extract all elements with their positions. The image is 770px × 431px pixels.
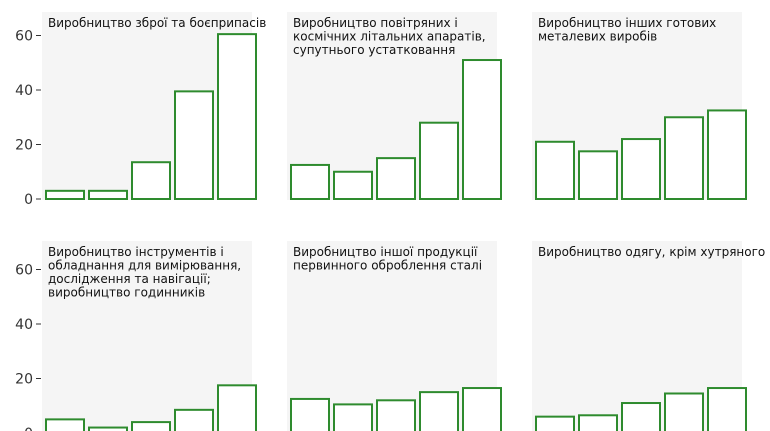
bar-3 <box>376 399 416 431</box>
y-tick-label-40: 40 <box>15 83 33 99</box>
bar-2 <box>333 403 373 431</box>
panel-title-line: супутнього устатковання <box>293 43 455 57</box>
bar-4 <box>419 391 459 431</box>
bar-5 <box>217 384 257 431</box>
panel-title: Виробництво зброї та боєприпасів <box>48 16 266 30</box>
panel-title-line: Виробництво інших готових <box>538 16 716 30</box>
bar-4 <box>664 392 704 431</box>
panel-title: Виробництво інструментів і обладнання для… <box>48 245 241 300</box>
panel-title-line: Виробництво зброї та боєприпасів <box>48 16 266 30</box>
y-tick-label-0: 0 <box>24 426 33 431</box>
bar-1 <box>290 397 330 431</box>
panel-title-line: космічних літальних апаратів, <box>293 30 486 44</box>
bar-5 <box>217 33 257 201</box>
bar-4 <box>419 121 459 200</box>
panel-title: Виробництво іншої продукції первинного об… <box>293 245 482 273</box>
bar-5 <box>707 109 747 200</box>
bar-2 <box>578 414 618 431</box>
bar-2 <box>333 170 373 200</box>
panel-title-line: Виробництво одягу, крім хутряного <box>538 245 765 259</box>
bar-4 <box>664 116 704 200</box>
panel-title: Виробництво інших готових металевих вироб… <box>538 16 716 44</box>
y-tick-label-60: 60 <box>15 29 33 45</box>
panel-2: Виробництво повітряних і космічних літаль… <box>287 12 502 201</box>
y-tick-label-60: 60 <box>15 263 33 279</box>
bar-2 <box>88 426 128 431</box>
bar-3 <box>131 421 171 431</box>
panel-title-line: дослідження та навігації; <box>48 272 211 286</box>
bar-1 <box>45 189 85 200</box>
bar-3 <box>376 157 416 200</box>
y-tick-label-20: 20 <box>15 372 33 388</box>
bar-4 <box>174 90 214 200</box>
panel-title: Виробництво повітряних і космічних літаль… <box>293 16 486 57</box>
bar-1 <box>535 140 575 200</box>
panel-title-line: виробництво годинників <box>48 286 205 300</box>
bar-5 <box>462 59 502 201</box>
bar-4 <box>174 408 214 431</box>
panel-title-line: металевих виробів <box>538 30 657 44</box>
panel-title-line: обладнання для вимірювання, <box>48 259 241 273</box>
bar-1 <box>45 418 85 431</box>
panel-6: Виробництво одягу, крім хутряного <box>532 241 765 431</box>
bar-3 <box>621 402 661 431</box>
y-axis-row-2: 0 20 40 60 <box>15 263 41 431</box>
y-tick-label-20: 20 <box>15 138 33 154</box>
bar-1 <box>290 163 330 200</box>
bar-3 <box>621 138 661 201</box>
bar-1 <box>535 415 575 431</box>
y-tick-label-40: 40 <box>15 317 33 333</box>
bar-2 <box>88 189 128 200</box>
y-axis-row-1: 0 20 40 60 <box>15 29 41 208</box>
panel-4: Виробництво інструментів і обладнання для… <box>42 241 257 431</box>
panel-3: Виробництво інших готових металевих вироб… <box>532 12 747 201</box>
panel-title-line: Виробництво іншої продукції <box>293 245 478 259</box>
bar-5 <box>707 387 747 431</box>
panel-title-line: Виробництво повітряних і <box>293 16 458 30</box>
bar-2 <box>578 150 618 200</box>
panel-title: Виробництво одягу, крім хутряного <box>538 245 765 259</box>
bar-5 <box>462 387 502 431</box>
panel-5: Виробництво іншої продукції первинного об… <box>287 241 502 431</box>
bar-3 <box>131 161 171 200</box>
panel-title-line: первинного оброблення сталі <box>293 259 482 273</box>
y-tick-label-0: 0 <box>24 192 33 208</box>
panel-1: Виробництво зброї та боєприпасів <box>42 12 266 201</box>
panel-title-line: Виробництво інструментів і <box>48 245 224 259</box>
